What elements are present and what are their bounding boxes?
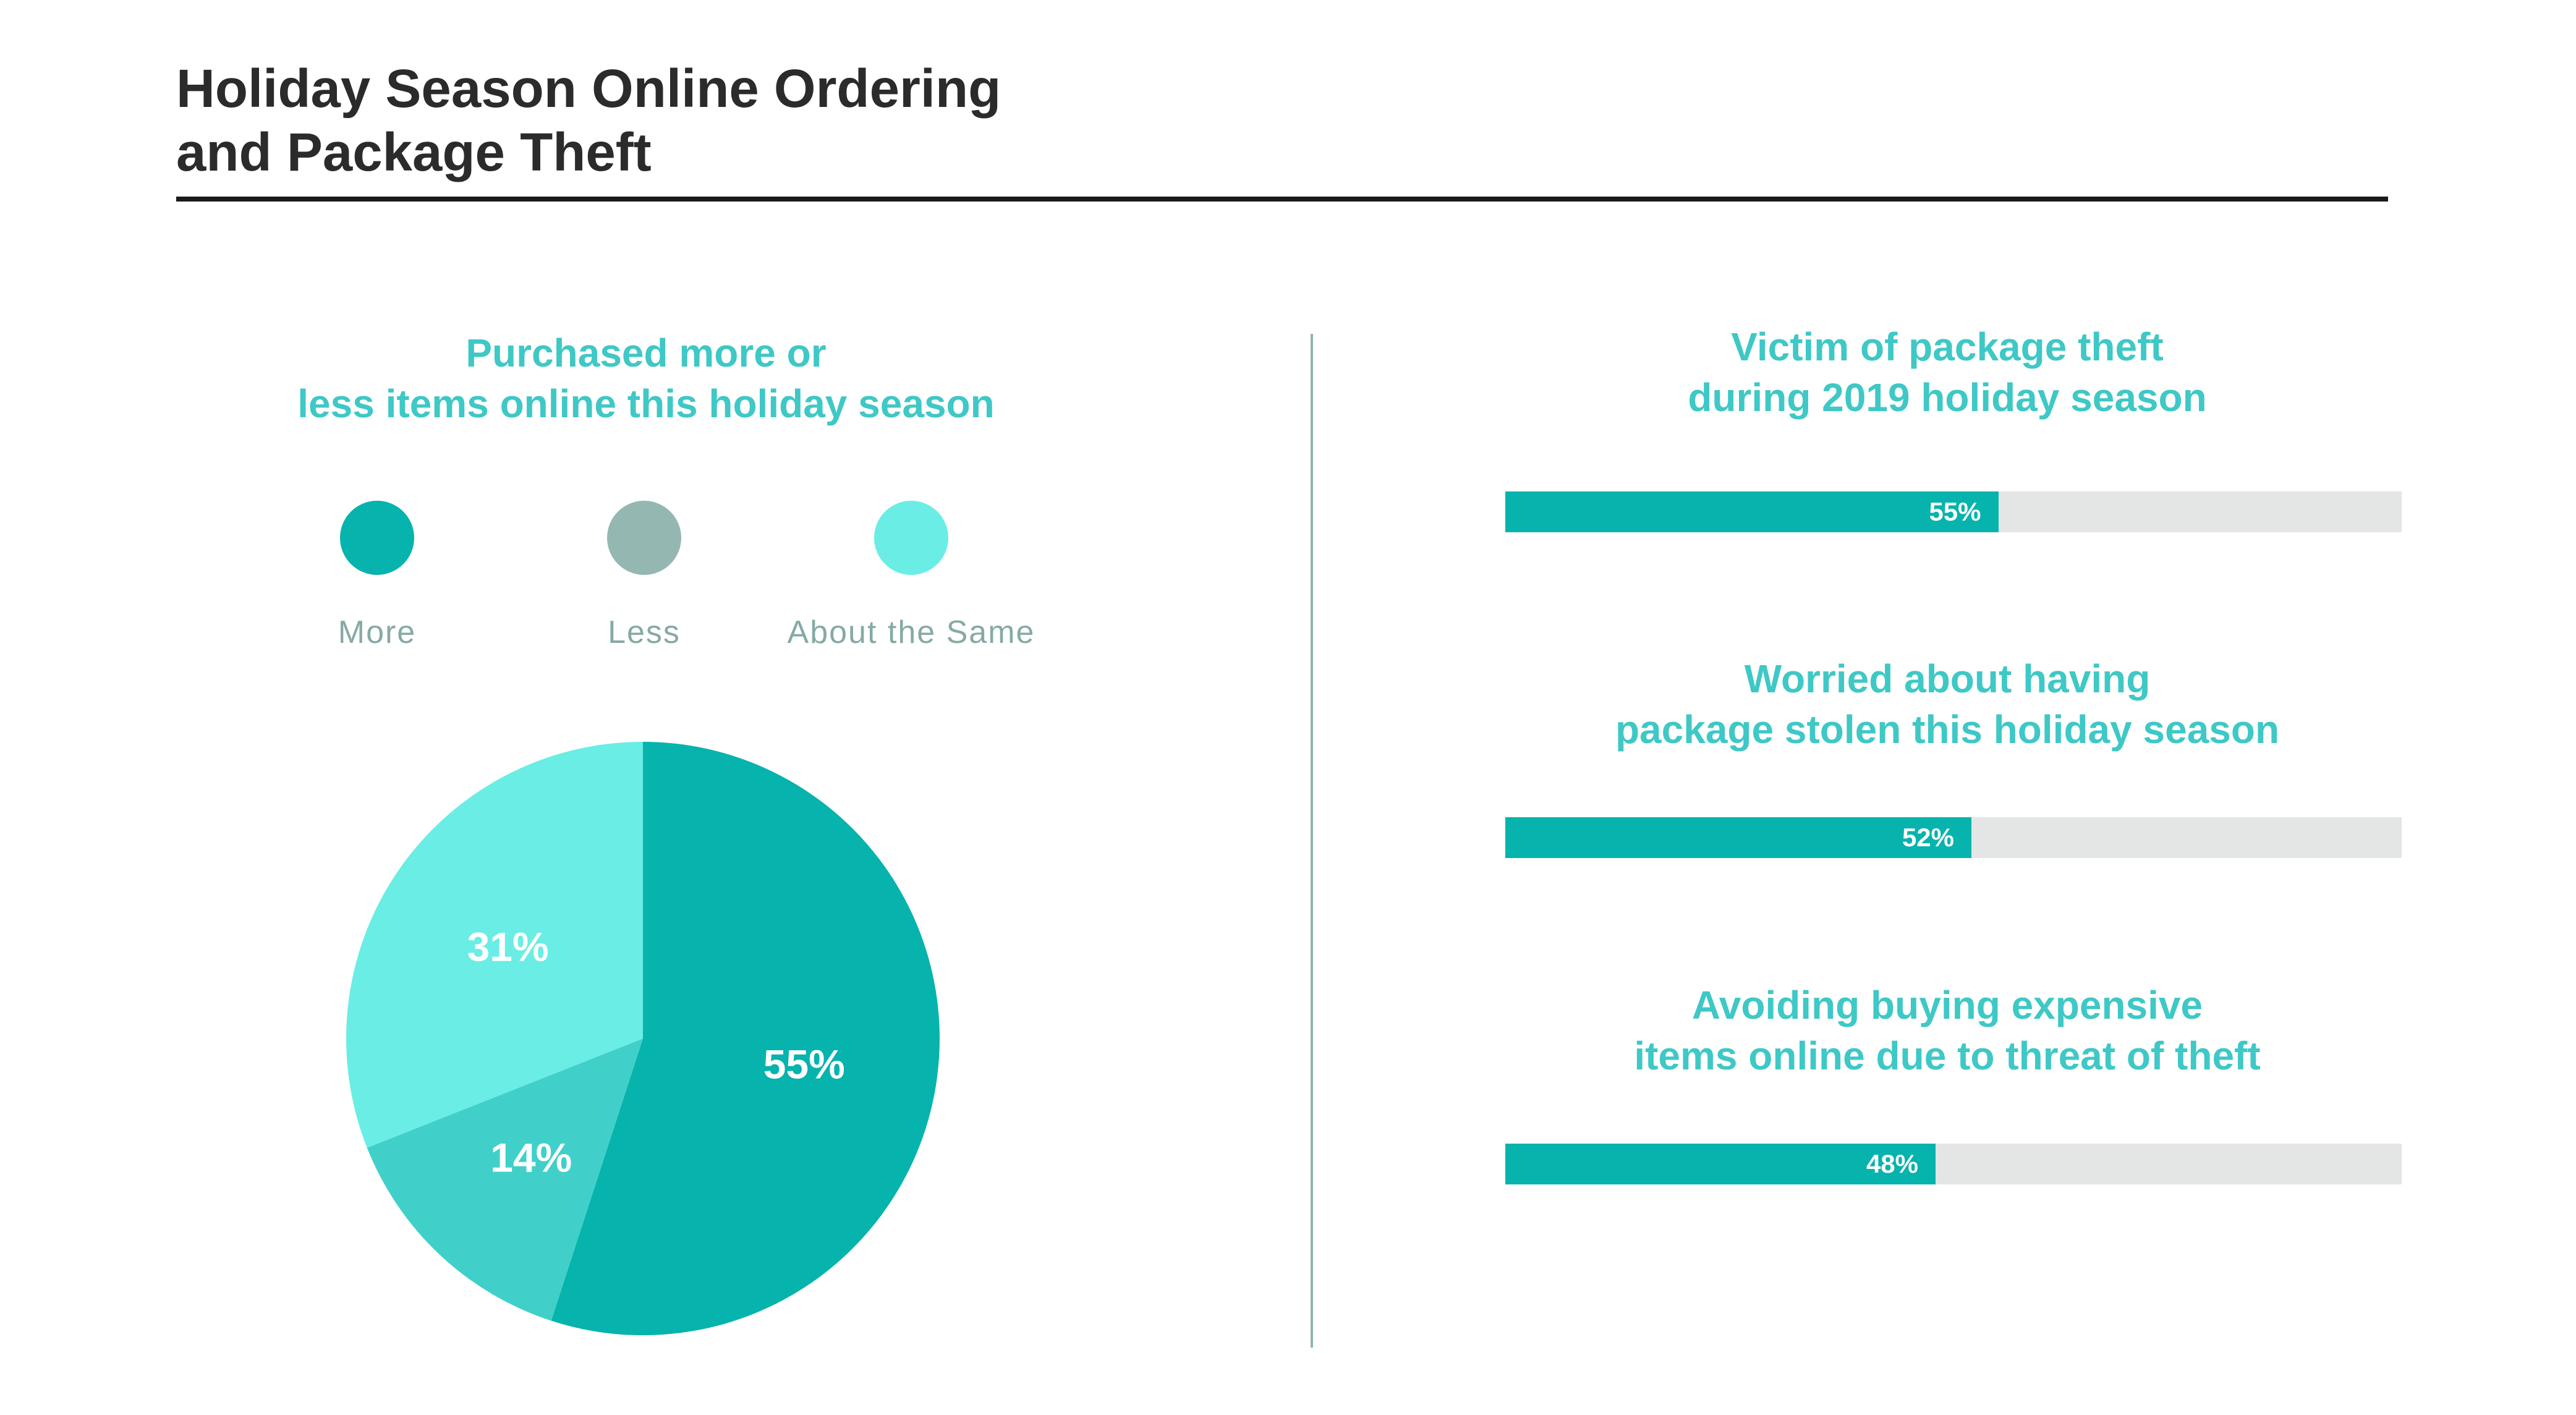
legend-label-more: More: [338, 614, 417, 650]
pie-label-more: 55%: [763, 1041, 845, 1087]
title-divider: [176, 197, 2388, 202]
bar-fill-avoiding: 48%: [1505, 1144, 1936, 1184]
bar-value-avoiding: 48%: [1866, 1149, 1918, 1178]
bar-title-worried: Worried about having package stolen this …: [1496, 653, 2399, 755]
bar-fill-victim: 55%: [1505, 491, 1999, 532]
bar-title-avoiding-line-2: items online due to threat of theft: [1634, 1034, 2261, 1078]
pie-slice-more: [551, 742, 940, 1335]
page-title: Holiday Season Online Ordering and Packag…: [176, 57, 1289, 184]
bar-track-victim: 55%: [1505, 491, 2402, 532]
bar-title-victim: Victim of package theft during 2019 holid…: [1496, 321, 2399, 423]
pie-chart: 55% 14% 31%: [346, 742, 940, 1335]
legend-label-less: Less: [608, 614, 681, 650]
pie-slice-about-the-same: [346, 742, 643, 1148]
bar-track-worried: 52%: [1505, 817, 2402, 858]
section-divider: [1311, 334, 1313, 1348]
pie-slice-less: [367, 1039, 643, 1321]
pie-chart-title-line-1: Purchased more or: [465, 331, 827, 375]
bar-title-avoiding: Avoiding buying expensive items online du…: [1496, 980, 2399, 1081]
bar-title-worried-line-1: Worried about having: [1744, 657, 2151, 701]
bar-item-worried: Worried about having package stolen this …: [1496, 653, 2402, 858]
legend-item-less: Less: [508, 501, 780, 651]
page-title-line-1: Holiday Season Online Ordering: [176, 59, 1001, 119]
legend-item-more: More: [241, 501, 513, 651]
legend-swatch-less: [607, 501, 681, 575]
legend-swatch-about-the-same: [874, 501, 948, 575]
bar-value-victim: 55%: [1929, 497, 1981, 526]
legend-swatch-more: [340, 501, 414, 575]
bar-track-avoiding: 48%: [1505, 1144, 2402, 1184]
page-title-line-2: and Package Theft: [176, 122, 652, 182]
bar-fill-worried: 52%: [1505, 817, 1971, 858]
bar-title-avoiding-line-1: Avoiding buying expensive: [1691, 983, 2203, 1027]
legend-label-about-the-same: About the Same: [787, 614, 1035, 650]
bar-item-avoiding: Avoiding buying expensive items online du…: [1496, 980, 2402, 1184]
pie-chart-title-line-2: less items online this holiday season: [297, 381, 995, 426]
bar-title-worried-line-2: package stolen this holiday season: [1615, 707, 2280, 752]
pie-chart-title: Purchased more or less items online this …: [173, 328, 1119, 429]
legend-item-about-the-same: About the Same: [775, 501, 1047, 651]
pie-label-about-the-same: 31%: [467, 924, 549, 970]
bar-item-victim: Victim of package theft during 2019 holid…: [1496, 321, 2402, 532]
pie-label-less: 14%: [490, 1134, 572, 1180]
bar-title-victim-line-1: Victim of package theft: [1731, 325, 2164, 369]
bar-value-worried: 52%: [1902, 823, 1954, 852]
bar-title-victim-line-2: during 2019 holiday season: [1688, 375, 2207, 420]
